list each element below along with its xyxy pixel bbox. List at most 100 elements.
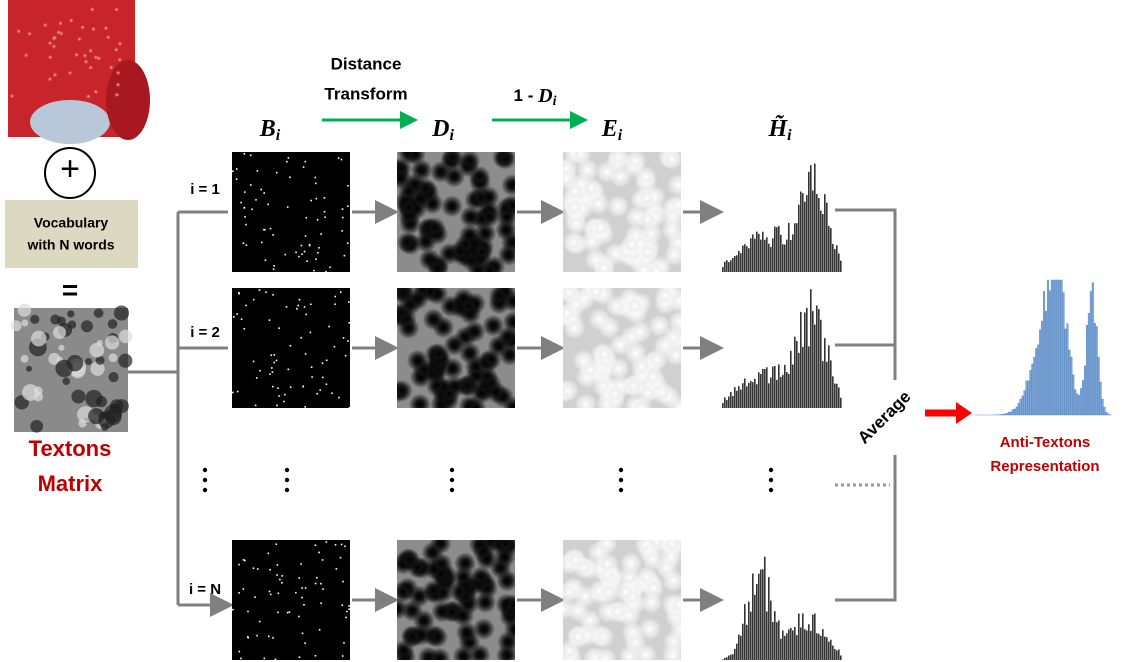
dot <box>238 592 240 594</box>
blob <box>609 165 632 188</box>
ellipsis-dot <box>449 487 455 493</box>
hist-bar <box>746 386 748 408</box>
hist-bar <box>800 627 802 660</box>
equals: = <box>62 274 78 305</box>
blob <box>408 393 431 408</box>
dot <box>298 255 300 258</box>
dot <box>303 250 306 253</box>
dot <box>348 321 350 324</box>
texture <box>58 344 65 351</box>
output-bar <box>1103 406 1106 416</box>
hist-bar <box>814 163 816 272</box>
hist-bar <box>840 260 842 272</box>
hist-bar <box>724 657 726 660</box>
hist-bar <box>812 311 814 408</box>
dot <box>316 392 319 395</box>
strawberry-highlight <box>30 100 110 144</box>
dot <box>252 360 255 363</box>
hist-bar <box>738 386 740 408</box>
dot <box>276 574 278 576</box>
dot <box>310 199 312 202</box>
texture <box>100 423 109 431</box>
hist-bar <box>776 227 778 272</box>
output-bar <box>1004 413 1007 416</box>
image <box>232 152 350 272</box>
hist-bar <box>786 371 788 408</box>
dot <box>273 354 276 356</box>
hist-bar <box>748 601 750 660</box>
output-bar <box>1068 349 1071 416</box>
seed <box>113 91 120 98</box>
hist-bar <box>738 250 740 272</box>
seed <box>108 64 115 71</box>
dot <box>313 269 315 272</box>
blob <box>496 326 515 349</box>
output-bar <box>1002 414 1005 416</box>
dot <box>247 636 250 639</box>
dot <box>232 608 234 611</box>
dot <box>258 620 261 623</box>
blob <box>429 540 452 555</box>
blob <box>397 288 415 304</box>
dot <box>260 241 263 244</box>
blob <box>563 302 579 325</box>
output-bar <box>1083 365 1086 416</box>
hist-bar <box>820 210 822 272</box>
blob <box>607 152 630 169</box>
hist-bar <box>808 346 810 408</box>
strawberry-edge <box>106 60 150 140</box>
blob <box>432 316 455 339</box>
dot <box>309 303 312 306</box>
blob <box>397 581 415 604</box>
hist-bar <box>796 223 798 272</box>
plus: + <box>60 150 80 188</box>
hist-bar <box>734 648 736 660</box>
texture <box>104 335 120 350</box>
texture <box>113 305 130 321</box>
texture <box>67 320 77 329</box>
dot <box>300 336 303 339</box>
dot <box>298 615 300 618</box>
hist-bar <box>750 381 752 408</box>
hist-bar <box>784 635 786 660</box>
blob <box>563 157 578 180</box>
output-bar <box>1060 279 1063 416</box>
dot <box>235 178 238 180</box>
image <box>397 288 515 408</box>
blob <box>497 630 515 653</box>
hist-bar <box>748 382 750 408</box>
blob <box>563 288 581 304</box>
blob <box>454 325 477 348</box>
blob <box>456 374 479 397</box>
hist-bar <box>830 639 832 660</box>
connector <box>128 212 180 605</box>
output-bar <box>1087 313 1090 416</box>
dot <box>310 407 313 408</box>
dot <box>243 207 246 209</box>
dot <box>243 153 246 155</box>
blob <box>664 343 681 366</box>
hist-bar <box>838 387 840 408</box>
hist-bar <box>780 234 782 272</box>
hist-bar <box>760 239 762 272</box>
dot <box>344 354 347 357</box>
hist-bar <box>734 387 736 408</box>
dot <box>268 319 271 321</box>
dot <box>240 201 242 204</box>
hist-bar <box>826 637 828 660</box>
dot <box>271 367 273 369</box>
seed <box>113 6 120 13</box>
blob <box>401 625 424 648</box>
dot <box>238 563 240 566</box>
hist-bar <box>724 397 726 408</box>
dot <box>278 327 280 329</box>
dot <box>287 368 290 371</box>
dot <box>288 611 291 613</box>
output-bar <box>1025 380 1028 416</box>
blob <box>565 212 588 235</box>
blob <box>623 295 646 318</box>
blob <box>662 326 681 349</box>
hist-bar <box>802 613 804 660</box>
hist-bar <box>814 613 816 660</box>
blob <box>667 290 681 313</box>
